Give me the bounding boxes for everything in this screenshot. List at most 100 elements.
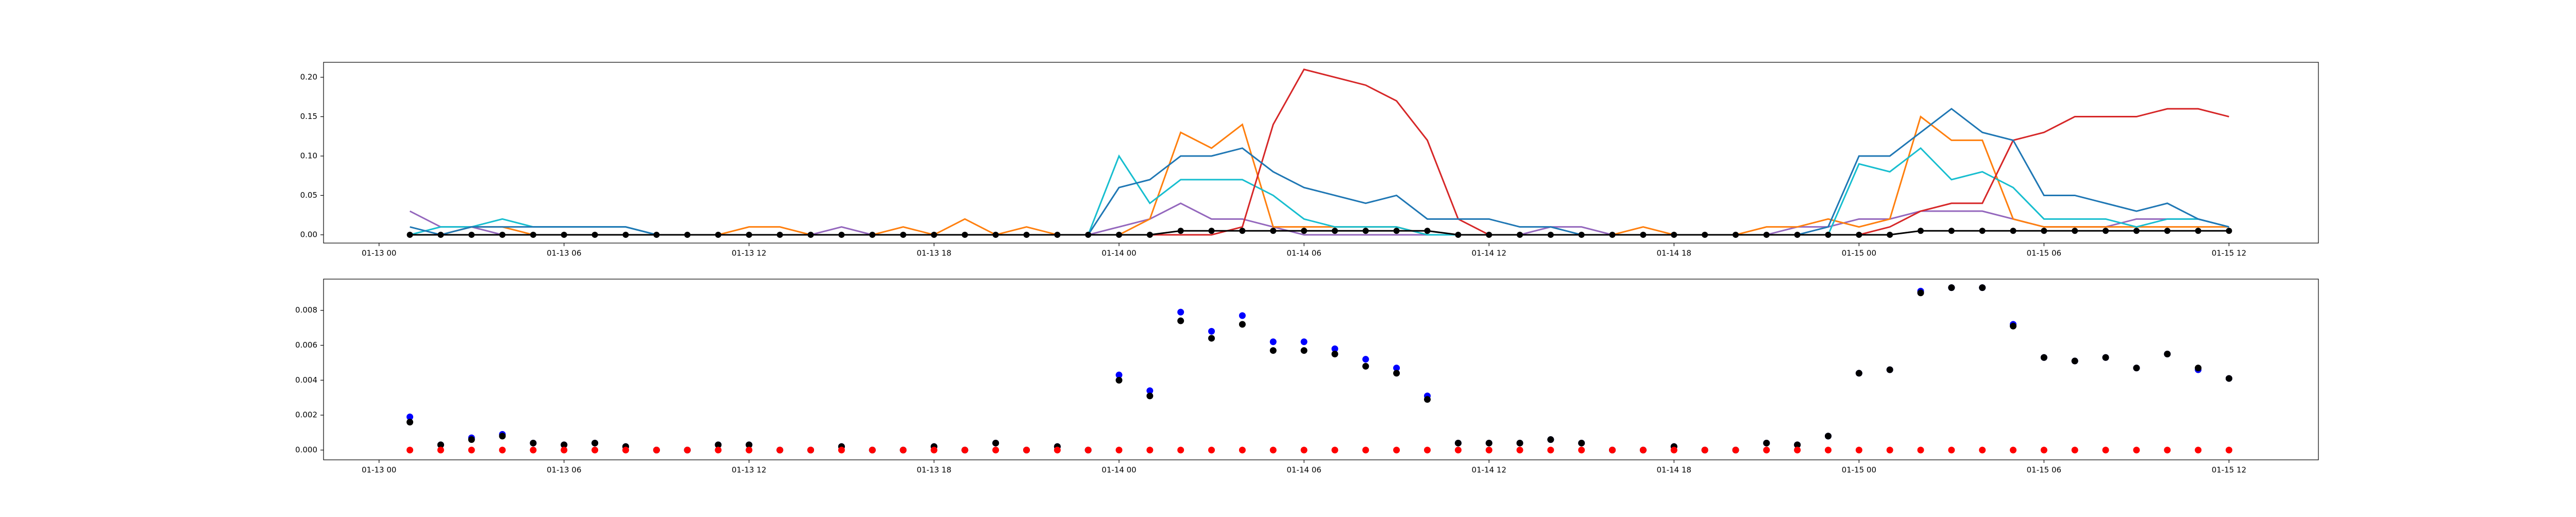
data-point xyxy=(591,439,599,446)
data-point xyxy=(1794,441,1801,449)
data-point xyxy=(1454,439,1462,446)
data-point xyxy=(2164,350,2171,357)
data-point xyxy=(1979,446,1986,454)
data-point xyxy=(1393,446,1400,454)
x-tick-label: 01-15 00 xyxy=(1842,466,1876,475)
data-point xyxy=(1023,446,1030,454)
data-point xyxy=(468,231,475,238)
data-point xyxy=(1054,446,1061,454)
data-point xyxy=(1517,231,1523,238)
data-point xyxy=(838,231,845,238)
data-point xyxy=(1979,284,1986,291)
x-tick-label: 01-15 12 xyxy=(2212,466,2246,475)
x-tick-label: 01-15 06 xyxy=(2027,249,2061,258)
data-point xyxy=(1824,433,1832,440)
data-point xyxy=(1424,228,1431,234)
data-point xyxy=(2133,365,2140,372)
data-point xyxy=(930,446,938,454)
x-tick-label: 01-14 06 xyxy=(1286,466,1321,475)
data-point xyxy=(2195,446,2202,454)
x-tick-label: 01-14 18 xyxy=(1657,466,1691,475)
data-point xyxy=(1794,231,1801,238)
data-point xyxy=(1547,436,1554,443)
data-point xyxy=(2133,228,2140,234)
data-point xyxy=(1208,328,1215,335)
data-point xyxy=(1393,228,1400,234)
data-point xyxy=(2102,354,2109,361)
data-point xyxy=(1208,228,1215,234)
data-point xyxy=(1794,446,1801,454)
data-point xyxy=(1825,231,1832,238)
data-point xyxy=(2010,322,2017,330)
y-tick-label: 0.00 xyxy=(300,230,317,239)
data-point xyxy=(1300,446,1308,454)
axes-frame xyxy=(323,62,2319,244)
data-point xyxy=(1208,335,1215,342)
data-point xyxy=(2040,354,2047,361)
data-point xyxy=(1979,228,1986,234)
data-point xyxy=(1269,338,1277,346)
data-point xyxy=(684,231,691,238)
y-tick-label: 0.008 xyxy=(295,305,317,315)
data-point xyxy=(1301,228,1308,234)
data-point xyxy=(1701,446,1708,454)
y-tick-label: 0.000 xyxy=(295,445,317,455)
data-point xyxy=(1763,446,1770,454)
data-point xyxy=(499,231,506,238)
data-point xyxy=(2010,228,2016,234)
data-point xyxy=(1516,446,1523,454)
data-point xyxy=(1239,312,1246,319)
data-point xyxy=(2164,446,2171,454)
data-point xyxy=(561,231,567,238)
x-tick-label: 01-15 00 xyxy=(1842,249,1876,258)
x-tick-label: 01-13 12 xyxy=(732,249,766,258)
data-point xyxy=(1362,228,1369,234)
data-point xyxy=(1115,446,1123,454)
data-point xyxy=(1269,446,1277,454)
x-tick-label: 01-15 12 xyxy=(2212,249,2246,258)
data-point xyxy=(776,231,783,238)
data-point xyxy=(2071,357,2078,365)
data-point xyxy=(2195,365,2202,372)
y-tick-label: 0.20 xyxy=(300,73,317,82)
data-point xyxy=(468,436,475,443)
data-point xyxy=(1115,376,1123,384)
data-point xyxy=(406,419,414,426)
data-point xyxy=(1331,345,1338,352)
x-tick-label: 01-14 00 xyxy=(1101,249,1136,258)
data-point xyxy=(1732,446,1739,454)
data-point xyxy=(745,446,753,454)
data-point xyxy=(930,231,937,238)
series-line xyxy=(410,230,2229,236)
data-point xyxy=(499,433,506,440)
x-tick-label: 01-13 18 xyxy=(917,466,951,475)
data-point xyxy=(1270,228,1277,234)
data-point xyxy=(530,446,537,454)
subplot: 0.00 0.05 0.10 0.15 0.20 01-13 00 01-13 06 01-1… xyxy=(300,62,2319,258)
data-point xyxy=(1116,231,1123,238)
data-point xyxy=(1671,231,1677,238)
data-point xyxy=(2071,446,2078,454)
data-point xyxy=(1239,321,1246,328)
data-point xyxy=(1763,231,1770,238)
data-point xyxy=(1578,231,1585,238)
data-point xyxy=(530,231,536,238)
data-point xyxy=(1085,231,1092,238)
data-point xyxy=(591,231,598,238)
data-point xyxy=(561,441,568,449)
data-point xyxy=(807,446,815,454)
data-point xyxy=(1300,347,1308,354)
data-point xyxy=(1023,231,1030,238)
data-point xyxy=(1855,446,1862,454)
data-point xyxy=(622,231,629,238)
data-point xyxy=(1177,228,1184,234)
data-point xyxy=(807,231,814,238)
subplot: 0.000 0.002 0.004 0.006 0.008 01-13 00 01-13 0… xyxy=(295,279,2319,475)
data-point xyxy=(900,231,907,238)
data-point xyxy=(1609,231,1616,238)
data-point xyxy=(437,446,444,454)
axes-frame xyxy=(323,279,2319,460)
data-point xyxy=(1393,370,1400,377)
data-point xyxy=(2195,228,2201,234)
